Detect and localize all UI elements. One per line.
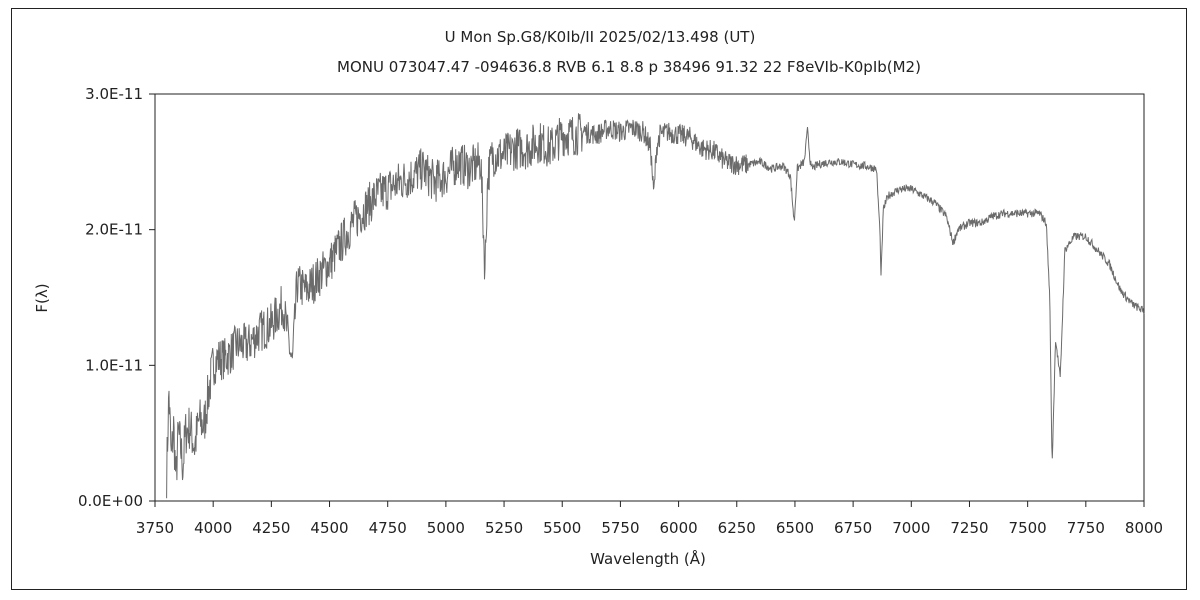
x-tick-label: 8000 (1125, 519, 1163, 537)
y-tick-label: 3.0E-11 (85, 85, 143, 103)
chart-title: U Mon Sp.G8/K0Ib/II 2025/02/13.498 (UT) (445, 28, 756, 46)
x-tick-label: 4750 (369, 519, 407, 537)
x-tick-label: 4500 (310, 519, 348, 537)
x-tick-label: 4000 (194, 519, 232, 537)
x-tick-label: 5250 (485, 519, 523, 537)
chart-frame (11, 8, 1187, 590)
x-tick-label: 5000 (427, 519, 465, 537)
x-tick-label: 6250 (718, 519, 756, 537)
x-axis: 3750 4000 4250 4500 4750 5000 5250 5500 5750 6000… (136, 501, 1163, 537)
x-tick-label: 7750 (1067, 519, 1105, 537)
x-tick-label: 5750 (601, 519, 639, 537)
x-tick-label: 4250 (252, 519, 290, 537)
x-tick-label: 6000 (659, 519, 697, 537)
x-tick-label: 6750 (834, 519, 872, 537)
chart-subtitle: MONU 073047.47 -094636.8 RVB 6.1 8.8 p 3… (337, 58, 921, 76)
x-tick-label: 7500 (1009, 519, 1047, 537)
spectrum-line (166, 113, 1145, 499)
x-tick-label: 7250 (950, 519, 988, 537)
plot-area (154, 93, 1145, 502)
y-axis-label: F(λ) (33, 283, 51, 312)
x-tick-label: 6500 (776, 519, 814, 537)
y-tick-label: 1.0E-11 (85, 356, 143, 374)
x-tick-label: 5500 (543, 519, 581, 537)
y-tick-label: 0.0E+00 (78, 492, 143, 510)
x-axis-label: Wavelength (Å) (590, 549, 706, 568)
x-tick-label: 7000 (892, 519, 930, 537)
y-tick-label: 2.0E-11 (85, 221, 143, 239)
y-axis: 0.0E+00 1.0E-11 2.0E-11 3.0E-11 (78, 85, 155, 510)
x-tick-label: 3750 (136, 519, 174, 537)
